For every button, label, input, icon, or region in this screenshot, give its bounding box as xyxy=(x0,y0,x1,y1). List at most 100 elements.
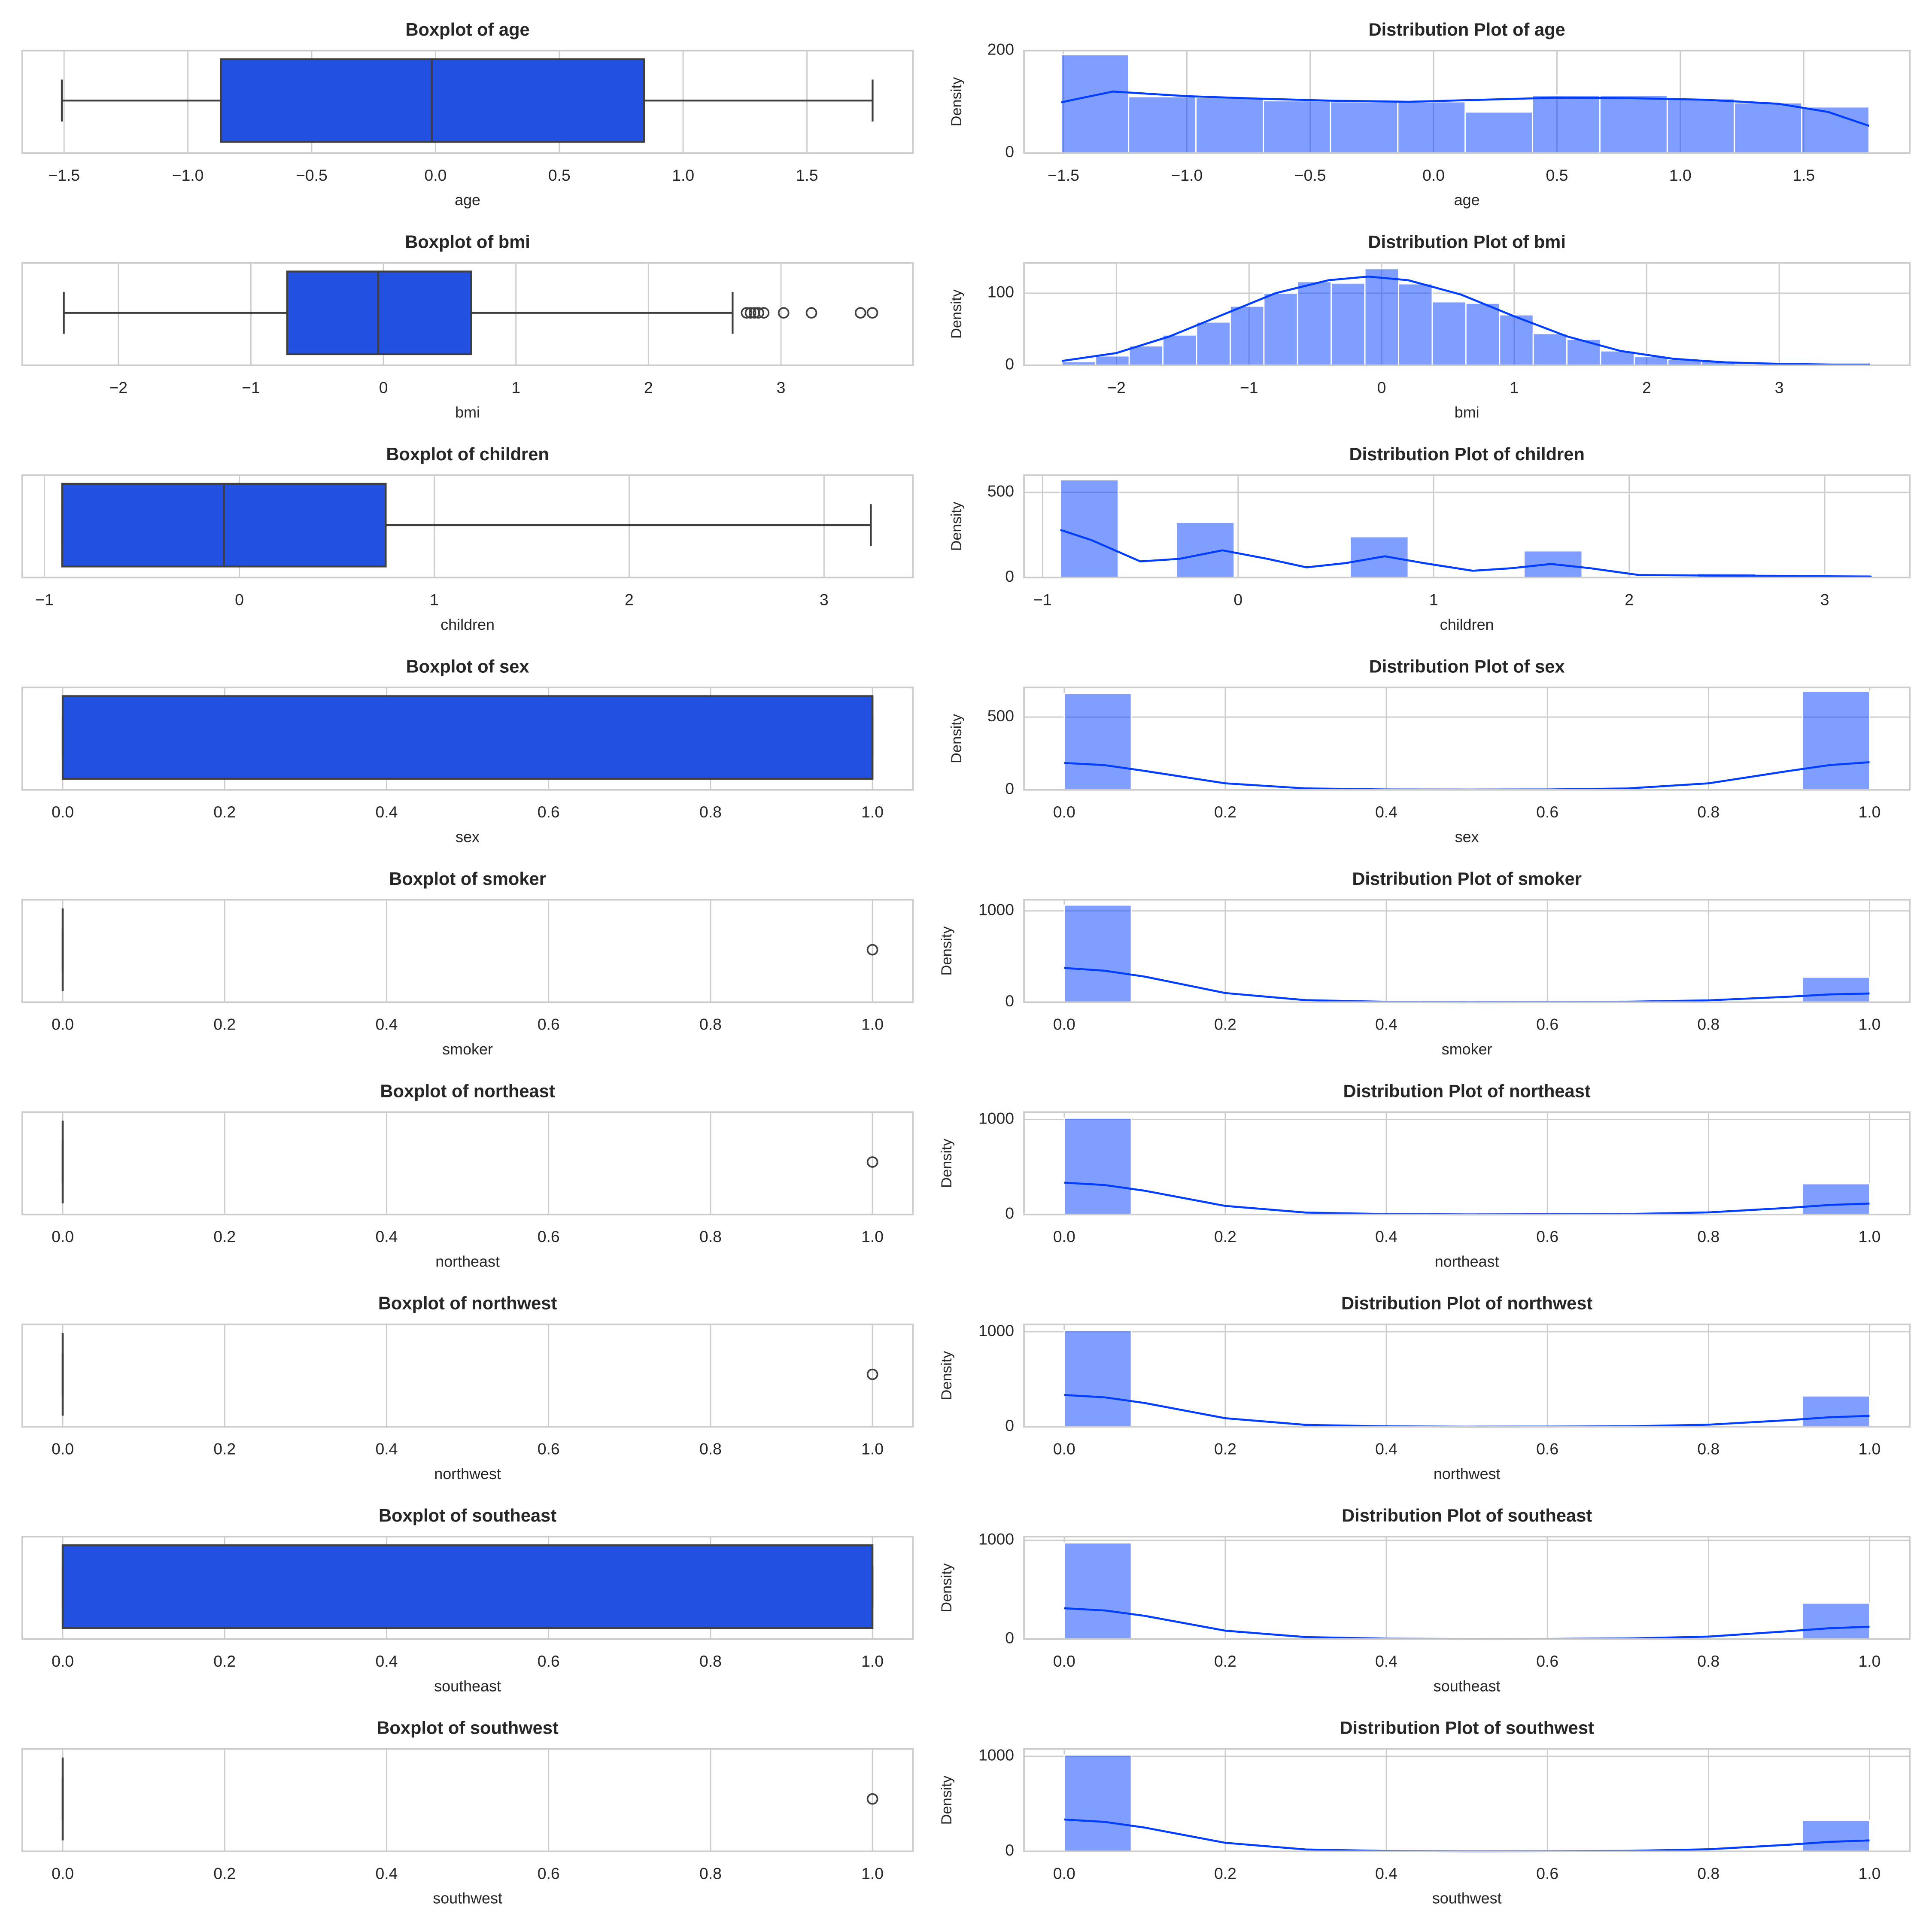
x-tick-label: 0.0 xyxy=(1053,803,1075,821)
y-axis-label: Density xyxy=(948,289,965,339)
chart-title: Distribution Plot of children xyxy=(1349,444,1584,464)
chart-title: Boxplot of age xyxy=(405,19,529,39)
x-tick-label: 1 xyxy=(511,378,520,396)
x-tick-label: 1.5 xyxy=(1792,166,1815,184)
y-tick-label: 0 xyxy=(1005,1841,1014,1859)
plot-background xyxy=(1024,475,1910,578)
y-tick-label: 0 xyxy=(1005,1629,1014,1647)
outlier xyxy=(805,307,817,319)
x-tick-label: 0.6 xyxy=(538,1652,560,1670)
x-tick-label: 0.6 xyxy=(1536,1865,1558,1883)
x-tick-label: 0.4 xyxy=(376,1440,398,1458)
plot-frame xyxy=(21,1323,914,1428)
x-tick-label: 0.8 xyxy=(1697,1652,1719,1670)
histogram-bar xyxy=(1196,321,1231,366)
upper-whisker xyxy=(471,292,734,334)
x-tick-label: −1 xyxy=(35,591,54,609)
plot-background xyxy=(1024,1112,1910,1215)
x-axis-label: northwest xyxy=(434,1465,501,1482)
chart-title: Boxplot of smoker xyxy=(389,869,546,889)
box xyxy=(286,270,472,355)
x-tick-label: 0.6 xyxy=(538,1865,560,1883)
histogram-panel: Distribution Plot of smoker 0.0 0.2 0.4 0.6 0… xyxy=(939,869,1911,1058)
x-tick-label: 0 xyxy=(379,378,388,396)
x-axis-label: smoker xyxy=(442,1040,493,1058)
plot-frame xyxy=(1023,687,1911,791)
plot-frame xyxy=(1023,1536,1911,1640)
histogram-bar xyxy=(1063,693,1132,791)
chart-title: Distribution Plot of smoker xyxy=(1352,869,1582,889)
x-tick-label: 0.2 xyxy=(1214,1227,1236,1245)
x-tick-label: −1 xyxy=(1033,591,1052,609)
outlier xyxy=(866,1793,878,1805)
x-tick-label: 0.6 xyxy=(538,803,560,821)
outlier xyxy=(753,307,764,319)
x-tick-label: 1.0 xyxy=(1859,1015,1881,1033)
histogram-bar xyxy=(1499,314,1534,366)
y-axis-label: Density xyxy=(939,1138,955,1188)
x-tick-label: 0.4 xyxy=(1375,1652,1397,1670)
x-tick-label: 2 xyxy=(1642,378,1651,396)
x-tick-label: 1.0 xyxy=(861,1227,884,1245)
x-tick-label: 1.0 xyxy=(1859,1440,1881,1458)
histogram-bar xyxy=(1801,1395,1870,1428)
plot-frame xyxy=(21,1748,914,1853)
y-axis-label: Density xyxy=(939,926,955,976)
x-tick-label: 0.2 xyxy=(213,1440,236,1458)
plot-frame xyxy=(1023,262,1911,366)
histogram-bar xyxy=(1801,1183,1870,1215)
plot-frame xyxy=(21,474,914,579)
x-tick-label: 0.0 xyxy=(52,1440,74,1458)
x-tick-label: 0.0 xyxy=(1053,1227,1075,1245)
x-tick-label: 0.6 xyxy=(538,1015,560,1033)
histogram-panel: Distribution Plot of children −1 0 1 2 3 child… xyxy=(948,444,1911,633)
x-axis-label: southwest xyxy=(1432,1889,1502,1907)
x-tick-label: 0.6 xyxy=(1536,1652,1558,1670)
x-tick-label: 3 xyxy=(1820,591,1829,609)
x-tick-label: −1 xyxy=(242,378,260,396)
x-tick-label: 1.0 xyxy=(861,803,884,821)
x-tick-label: 1.0 xyxy=(1859,1652,1881,1670)
histogram-bar xyxy=(1464,111,1533,154)
boxplot-panel: Boxplot of southwest 0.0 0.2 0.4 0.6 0.8 1.0 so… xyxy=(21,1718,914,1907)
x-tick-label: 2 xyxy=(1625,591,1634,609)
outlier xyxy=(866,1368,878,1380)
x-axis-label: northwest xyxy=(1434,1465,1501,1482)
x-tick-label: 0.0 xyxy=(52,1865,74,1883)
outlier xyxy=(866,1156,878,1168)
histogram-bar xyxy=(1128,96,1197,154)
boxplot-panel: Boxplot of southeast 0.0 0.2 0.4 0.6 0.8 1.0 so… xyxy=(21,1505,914,1695)
x-tick-label: 0.8 xyxy=(699,1440,722,1458)
y-tick-label: 200 xyxy=(987,40,1014,58)
x-tick-label: 0.0 xyxy=(424,166,447,184)
x-tick-label: 0.0 xyxy=(1053,1015,1075,1033)
x-tick-label: 0.6 xyxy=(1536,1227,1558,1245)
y-tick-label: 0 xyxy=(1005,355,1014,373)
x-tick-label: 1.0 xyxy=(861,1652,884,1670)
x-tick-label: 3 xyxy=(820,591,829,609)
histogram-bar xyxy=(1297,281,1332,366)
x-tick-label: 1 xyxy=(1429,591,1438,609)
x-tick-label: 0.8 xyxy=(699,803,722,821)
plot-frame xyxy=(1023,1111,1911,1215)
x-tick-label: 3 xyxy=(1775,378,1784,396)
y-axis-label: Density xyxy=(939,1563,955,1613)
x-tick-label: 0.4 xyxy=(376,1652,398,1670)
x-tick-label: 0.4 xyxy=(1375,1865,1397,1883)
histogram-bar xyxy=(1063,1754,1132,1852)
outlier xyxy=(741,307,753,319)
chart-title: Distribution Plot of southwest xyxy=(1340,1718,1594,1738)
outlier xyxy=(866,307,878,319)
x-tick-label: 0 xyxy=(1233,591,1242,609)
x-tick-label: 0 xyxy=(1377,378,1386,396)
plot-background xyxy=(1024,1749,1910,1852)
x-tick-label: 0.2 xyxy=(1214,803,1236,821)
x-axis-label: northeast xyxy=(1435,1252,1499,1270)
plot-frame xyxy=(21,687,914,791)
x-tick-label: 0.8 xyxy=(1697,1015,1719,1033)
x-tick-label: 0.5 xyxy=(548,166,571,184)
x-tick-label: 0.2 xyxy=(213,1015,236,1033)
x-tick-label: 0.2 xyxy=(213,1865,236,1883)
x-tick-label: 0.8 xyxy=(699,1015,722,1033)
